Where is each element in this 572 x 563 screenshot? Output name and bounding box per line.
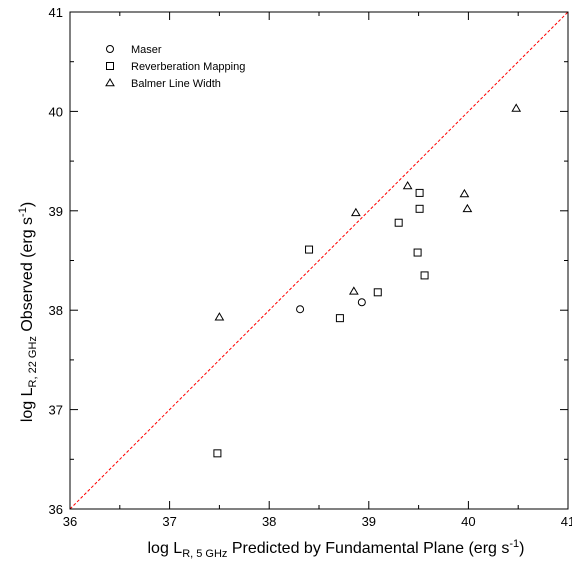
one-to-one-line <box>69 11 569 510</box>
x-axis-label-superscript: -1 <box>509 538 519 550</box>
reference-line-group <box>69 11 569 510</box>
data-points <box>213 103 522 458</box>
reverberation-mapping-point <box>394 218 403 227</box>
x-tick-label: 41 <box>561 514 572 529</box>
reverberation-mapping-point <box>335 314 344 323</box>
x-axis-label-rest: Predicted by Fundamental Plane (erg s <box>227 540 509 557</box>
x-tick-label: 37 <box>162 514 176 529</box>
balmer-line-width-point <box>350 207 361 217</box>
legend-reverberation-mapping-label: Reverberation Mapping <box>131 61 245 73</box>
y-axis-label-main: log L <box>19 387 36 422</box>
y-axis-label: log LR, 22 GHz Observed (erg s-1) <box>17 202 39 422</box>
x-axis-label-subscript: R, 5 GHz <box>182 548 227 560</box>
legend-balmer-line-width-label: Balmer Line Width <box>131 78 221 90</box>
y-axis-label-superscript: -1 <box>17 207 29 217</box>
balmer-line-width-point <box>459 188 470 198</box>
legend-maser-marker <box>106 45 114 53</box>
maser-point <box>357 298 366 307</box>
legend-maser-label: Maser <box>131 44 162 56</box>
balmer-line-width-point <box>348 286 359 295</box>
x-tick-label: 40 <box>461 514 475 529</box>
y-axis-label-rest: Observed (erg s <box>19 217 36 336</box>
y-tick-label: 40 <box>49 104 63 119</box>
reverberation-mapping-point <box>373 288 382 297</box>
y-tick-label: 36 <box>49 502 63 517</box>
axis-ticks: 36 37 38 39 40 41 36 37 38 39 40 41 <box>49 5 572 529</box>
y-tick-label: 41 <box>49 5 63 20</box>
y-tick-label: 38 <box>49 303 63 318</box>
reverberation-mapping-point <box>413 248 422 257</box>
balmer-line-width-point <box>214 312 225 321</box>
maser-point <box>296 305 305 314</box>
y-axis-label-subscript: R, 22 GHz <box>27 336 39 387</box>
y-axis-label-close: ) <box>19 202 36 207</box>
x-tick-label: 38 <box>262 514 276 529</box>
reverberation-mapping-point <box>305 245 314 254</box>
y-tick-label: 37 <box>49 403 63 418</box>
balmer-line-width-point <box>511 103 522 112</box>
reverberation-mapping-point <box>213 449 222 458</box>
reverberation-mapping-point <box>415 204 424 213</box>
legend: Maser Reverberation Mapping Balmer Line Wi… <box>105 44 245 90</box>
balmer-line-width-point <box>462 203 473 213</box>
legend-reverberation-mapping-marker <box>106 62 114 70</box>
x-tick-label: 39 <box>362 514 376 529</box>
x-axis-label-main: log L <box>148 540 183 557</box>
balmer-line-width-point <box>402 180 413 190</box>
reverberation-mapping-point <box>415 188 424 197</box>
y-tick-label: 39 <box>49 204 63 219</box>
x-axis-label: log LR, 5 GHz Predicted by Fundamental P… <box>148 538 525 560</box>
x-axis-label-close: ) <box>519 540 524 557</box>
reverberation-mapping-point <box>420 271 429 280</box>
legend-balmer-line-width-marker <box>105 78 115 87</box>
x-tick-label: 36 <box>63 514 77 529</box>
